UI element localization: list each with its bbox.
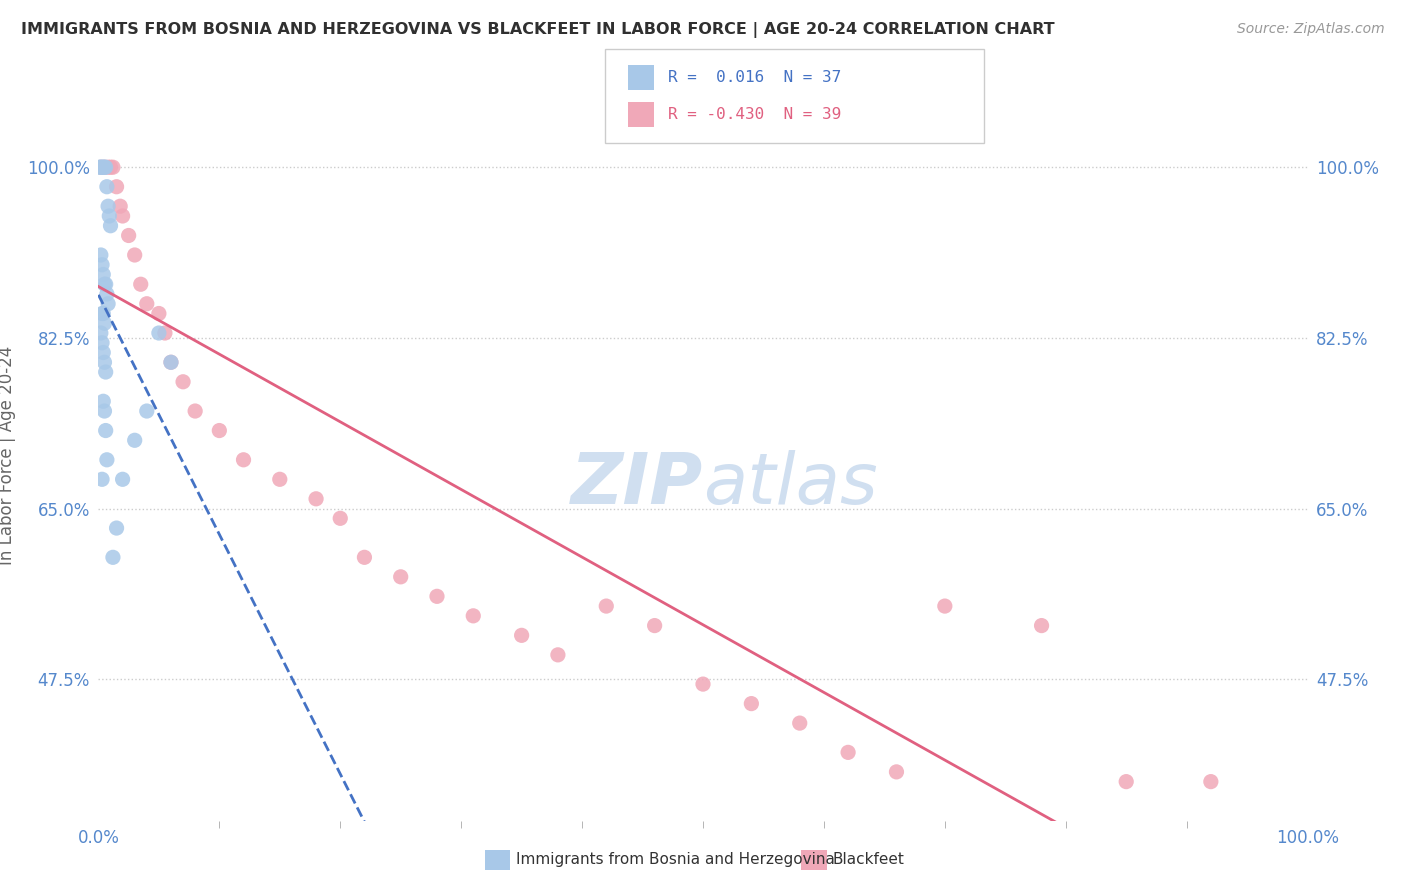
Point <box>124 248 146 262</box>
Point <box>148 306 170 320</box>
Point <box>91 258 114 272</box>
Point <box>644 618 666 632</box>
Text: R = -0.430  N = 39: R = -0.430 N = 39 <box>668 107 841 122</box>
Point <box>91 160 114 174</box>
Point <box>93 160 115 174</box>
Point <box>1199 774 1222 789</box>
Point <box>160 355 183 369</box>
Point <box>91 306 114 320</box>
Point <box>740 697 762 711</box>
Point <box>135 297 157 311</box>
Point <box>595 599 617 613</box>
Point <box>96 179 118 194</box>
Point <box>184 404 207 418</box>
Point <box>91 335 114 350</box>
Point <box>91 160 114 174</box>
Point <box>91 268 114 282</box>
Text: Blackfeet: Blackfeet <box>832 853 904 867</box>
Point <box>93 160 115 174</box>
Point <box>463 608 485 623</box>
Text: Immigrants from Bosnia and Herzegovina: Immigrants from Bosnia and Herzegovina <box>516 853 835 867</box>
Point <box>692 677 714 691</box>
Point <box>160 355 183 369</box>
Point <box>94 365 117 379</box>
Point <box>101 550 124 565</box>
Point <box>97 297 120 311</box>
Point <box>90 326 112 340</box>
Point <box>94 160 117 174</box>
Point <box>97 160 120 174</box>
Point <box>886 764 908 779</box>
Point <box>105 521 128 535</box>
Point <box>93 277 115 292</box>
Point <box>94 277 117 292</box>
Text: IMMIGRANTS FROM BOSNIA AND HERZEGOVINA VS BLACKFEET IN LABOR FORCE | AGE 20-24 C: IMMIGRANTS FROM BOSNIA AND HERZEGOVINA V… <box>21 22 1054 38</box>
Point <box>93 355 115 369</box>
Point <box>129 277 152 292</box>
Point <box>98 209 121 223</box>
Point <box>426 590 449 604</box>
Text: Source: ZipAtlas.com: Source: ZipAtlas.com <box>1237 22 1385 37</box>
Point <box>90 160 112 174</box>
Point <box>547 648 569 662</box>
Point <box>100 160 122 174</box>
Point <box>105 179 128 194</box>
Point <box>111 472 134 486</box>
Point <box>153 326 176 340</box>
Point <box>93 316 115 330</box>
Point <box>1115 774 1137 789</box>
Point <box>389 570 412 584</box>
Point <box>934 599 956 613</box>
Y-axis label: In Labor Force | Age 20-24: In Labor Force | Age 20-24 <box>0 345 15 565</box>
Text: atlas: atlas <box>703 450 877 518</box>
Point <box>232 452 254 467</box>
Point <box>789 716 811 731</box>
Point <box>97 199 120 213</box>
Point <box>269 472 291 486</box>
Point <box>91 472 114 486</box>
Point <box>108 199 131 213</box>
Point <box>101 160 124 174</box>
Text: R =  0.016  N = 37: R = 0.016 N = 37 <box>668 70 841 85</box>
Point <box>1031 618 1053 632</box>
Point <box>148 326 170 340</box>
Point <box>353 550 375 565</box>
Point <box>305 491 328 506</box>
Point <box>91 306 114 320</box>
Point <box>89 160 111 174</box>
Point <box>100 219 122 233</box>
Point <box>96 452 118 467</box>
Point <box>90 248 112 262</box>
Point <box>111 209 134 223</box>
Point <box>135 404 157 418</box>
Point <box>93 404 115 418</box>
Point <box>91 394 114 409</box>
Point <box>208 424 231 438</box>
Point <box>118 228 141 243</box>
Point <box>94 424 117 438</box>
Point <box>329 511 352 525</box>
Point <box>96 287 118 301</box>
Text: ZIP: ZIP <box>571 450 703 518</box>
Point <box>124 434 146 448</box>
Point <box>91 345 114 359</box>
Point <box>90 160 112 174</box>
Point <box>510 628 533 642</box>
Point <box>172 375 194 389</box>
Point <box>837 745 859 759</box>
